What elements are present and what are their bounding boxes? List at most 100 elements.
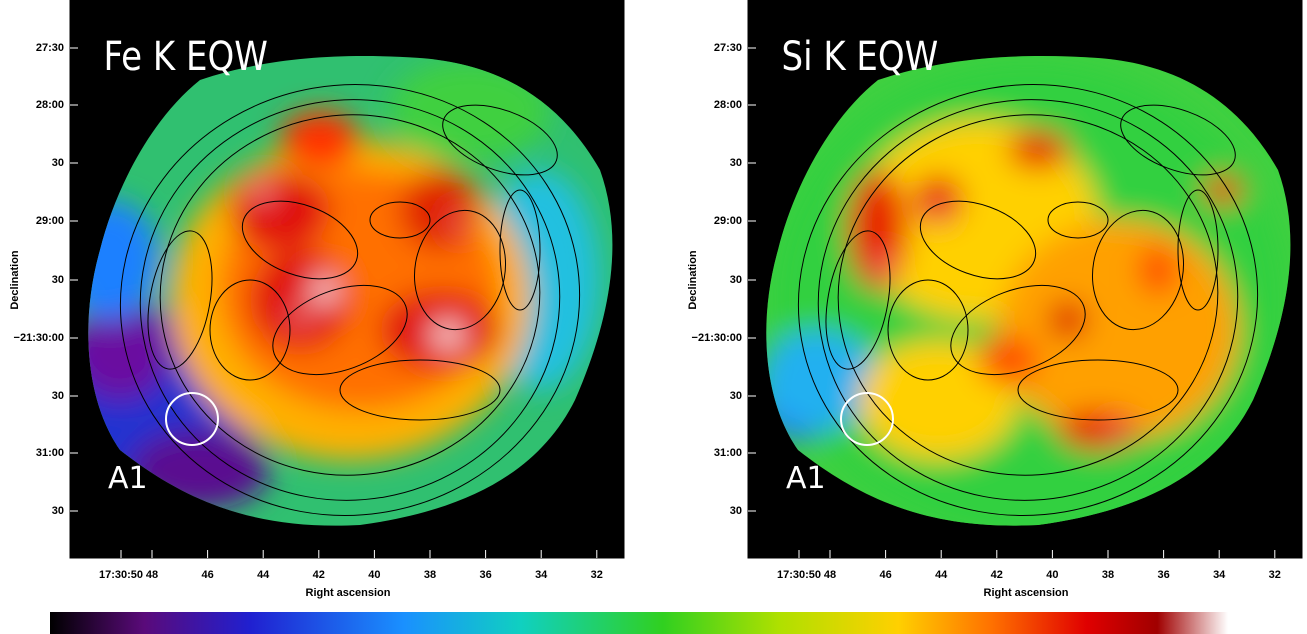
- map-blobs: [766, 60, 1288, 526]
- x-axis-label: Right ascension: [306, 587, 391, 599]
- region-circle: [165, 392, 219, 446]
- y-tick-label: 29:00: [714, 215, 742, 227]
- x-tick-label: 42: [313, 569, 325, 581]
- x-tick-label: 40: [368, 569, 380, 581]
- y-tick-label: 30: [52, 505, 64, 517]
- y-tick-label: 30: [730, 505, 742, 517]
- map-blob: [930, 206, 946, 218]
- x-axis-label: Right ascension: [984, 587, 1069, 599]
- y-tick-label: 30: [730, 390, 742, 402]
- contour: [825, 230, 891, 370]
- contours: [797, 84, 1259, 516]
- map-blob: [1008, 130, 1068, 170]
- contour: [1047, 201, 1109, 239]
- y-tick-label: −21:30:00: [692, 332, 742, 344]
- contour: [119, 84, 581, 516]
- y-tick-label: 27:30: [36, 42, 64, 54]
- contour: [159, 114, 541, 476]
- map-blob: [252, 184, 272, 200]
- contour: [272, 284, 408, 376]
- map-blob: [904, 191, 912, 199]
- x-tick-label: 36: [479, 569, 491, 581]
- contour: [1091, 209, 1185, 331]
- map-blob: [292, 307, 308, 323]
- x-tick-label: 17:30:50: [99, 569, 143, 581]
- contour: [209, 279, 291, 381]
- region-label: A1: [108, 461, 148, 496]
- x-tick-label: 44: [257, 569, 270, 581]
- contour: [950, 284, 1086, 376]
- map-blob: [400, 170, 480, 250]
- y-tick-label: 31:00: [36, 447, 64, 459]
- contour: [339, 359, 501, 421]
- map-blob: [877, 255, 889, 275]
- contour: [1120, 104, 1236, 176]
- y-tick-label: −21:30:00: [14, 332, 64, 344]
- panel-title: Fe K EQW: [104, 33, 268, 79]
- contour: [887, 279, 969, 381]
- panel: Si K EQW A1 27:30 28:00 30 29:00 30 −21:30:00 30…: [687, 0, 1303, 599]
- x-tick-label: 46: [879, 569, 891, 581]
- contour: [241, 200, 359, 280]
- x-tick-label: 34: [535, 569, 548, 581]
- contours: [119, 84, 581, 516]
- y-tick-label: 30: [52, 274, 64, 286]
- region-circle: [840, 392, 894, 446]
- map-blob: [430, 321, 466, 349]
- y-tick-label: 30: [730, 157, 742, 169]
- map-blob: [311, 274, 339, 306]
- y-axis-label: Declination: [9, 250, 21, 310]
- x-tick-label: 40: [1046, 569, 1058, 581]
- y-tick-label: 28:00: [36, 99, 64, 111]
- map-blob: [454, 214, 466, 230]
- x-tick-label: 48: [824, 569, 836, 581]
- map-blob: [848, 170, 908, 290]
- x-tick-label: 36: [1157, 569, 1169, 581]
- y-axis-label: Declination: [687, 250, 699, 310]
- contour: [499, 189, 541, 311]
- map-blob: [1048, 300, 1088, 340]
- map-blob: [1058, 410, 1138, 450]
- map-blob: [390, 60, 550, 160]
- contour: [797, 84, 1259, 516]
- colorbar: [50, 612, 1228, 634]
- contour: [837, 114, 1219, 476]
- x-tick-label: 44: [935, 569, 948, 581]
- contour: [442, 104, 558, 176]
- map-blob: [1203, 175, 1243, 205]
- sky-map: [766, 56, 1291, 526]
- contour: [1017, 359, 1179, 421]
- y-tick-label: 30: [730, 274, 742, 286]
- y-tick-label: 30: [52, 390, 64, 402]
- x-tick-label: 46: [201, 569, 213, 581]
- contour: [413, 209, 507, 331]
- map-blob: [858, 340, 1018, 460]
- y-tick-label: 27:30: [714, 42, 742, 54]
- panel: Fe K EQW A1 27:30 28:00 30 29:00 30 −21:30:00 30…: [9, 0, 625, 599]
- region-label: A1: [786, 461, 826, 496]
- x-tick-label: 48: [146, 569, 158, 581]
- contour: [919, 200, 1037, 280]
- map-blob: [280, 110, 360, 170]
- map-blob: [998, 220, 1238, 440]
- y-tick-label: 28:00: [714, 99, 742, 111]
- y-tick-label: 29:00: [36, 215, 64, 227]
- contour: [1177, 189, 1219, 311]
- contour: [147, 230, 213, 370]
- x-tick-label: 38: [424, 569, 436, 581]
- x-tick-label: 32: [591, 569, 603, 581]
- x-tick-label: 42: [991, 569, 1003, 581]
- map-blob: [1138, 245, 1178, 295]
- map-blob: [978, 335, 1038, 385]
- y-tick-label: 31:00: [714, 447, 742, 459]
- map-blob: [88, 300, 170, 400]
- panel-title: Si K EQW: [782, 33, 939, 79]
- x-tick-label: 32: [1269, 569, 1281, 581]
- contour: [139, 99, 561, 501]
- y-tick-label: 30: [52, 157, 64, 169]
- contour: [817, 99, 1239, 501]
- x-tick-label: 34: [1213, 569, 1226, 581]
- contour: [369, 201, 431, 239]
- x-tick-label: 17:30:50: [777, 569, 821, 581]
